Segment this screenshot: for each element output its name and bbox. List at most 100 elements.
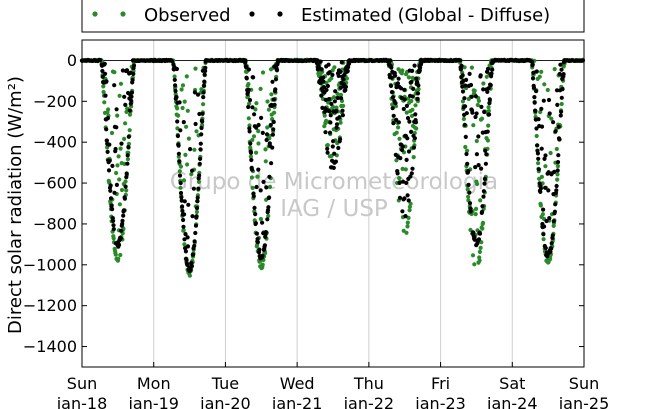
data-point-observed (478, 245, 483, 250)
data-point-estimated (489, 71, 494, 76)
data-point-observed (247, 101, 252, 106)
data-point-estimated (111, 218, 116, 223)
data-point-observed (106, 107, 111, 112)
data-point-estimated (107, 158, 112, 163)
data-point-estimated (462, 96, 467, 101)
data-point-observed (409, 98, 414, 104)
data-point-observed (538, 203, 544, 208)
data-point-observed (472, 88, 477, 93)
data-point-estimated (398, 86, 404, 91)
data-point-observed (175, 106, 180, 111)
data-point-estimated (388, 58, 393, 63)
data-point-observed (109, 130, 115, 136)
data-point-estimated (554, 88, 560, 93)
data-point-estimated (126, 134, 131, 139)
data-point-observed (559, 101, 564, 107)
data-point-estimated (183, 249, 188, 254)
data-point-estimated (405, 136, 410, 141)
data-point-estimated (188, 147, 193, 152)
data-point-estimated (105, 149, 110, 154)
data-point-estimated (481, 87, 486, 92)
data-point-estimated (485, 89, 490, 94)
data-point-observed (115, 113, 120, 118)
data-point-estimated (256, 122, 261, 128)
series-estimated (79, 57, 586, 274)
data-point-estimated (272, 102, 277, 107)
data-point-estimated (557, 137, 562, 142)
data-point-estimated (399, 95, 404, 100)
data-point-estimated (124, 175, 129, 180)
data-point-estimated (124, 171, 129, 176)
data-point-observed (543, 164, 548, 169)
data-point-estimated (326, 62, 331, 67)
data-point-estimated (181, 224, 186, 229)
data-point-observed (396, 125, 401, 130)
data-point-observed (484, 74, 489, 79)
data-point-observed (461, 116, 466, 122)
data-point-estimated (273, 77, 279, 82)
data-point-estimated (326, 97, 332, 102)
data-point-estimated (393, 73, 398, 78)
data-point-observed (194, 209, 199, 215)
data-point-estimated (100, 68, 105, 74)
data-point-observed (181, 228, 186, 233)
data-point-estimated (201, 83, 206, 88)
data-point-observed (476, 98, 481, 103)
data-point-observed (248, 154, 253, 159)
data-point-observed (263, 159, 268, 164)
data-point-estimated (531, 85, 537, 90)
data-point-observed (111, 236, 116, 241)
data-point-estimated (256, 167, 261, 172)
data-point-observed (178, 185, 183, 190)
data-point-observed (540, 212, 546, 217)
data-point-estimated (404, 180, 409, 185)
data-point-estimated (405, 193, 410, 198)
data-point-estimated (466, 169, 471, 174)
data-point-estimated (192, 90, 197, 95)
data-point-observed (246, 82, 251, 87)
data-point-estimated (266, 205, 271, 210)
data-point-estimated (131, 63, 137, 68)
data-point-estimated (555, 102, 560, 107)
data-point-estimated (112, 83, 117, 88)
data-point-estimated (199, 132, 204, 137)
data-point-estimated (105, 116, 110, 121)
data-point-estimated (338, 137, 343, 142)
data-point-observed (406, 75, 411, 80)
data-point-estimated (185, 235, 190, 240)
data-point-observed (555, 164, 561, 169)
data-point-estimated (559, 95, 564, 100)
data-point-estimated (114, 107, 119, 112)
data-point-observed (409, 113, 415, 118)
data-point-estimated (486, 86, 491, 91)
data-point-estimated (532, 95, 537, 100)
data-point-estimated (388, 83, 394, 88)
data-point-estimated (249, 157, 254, 163)
data-point-estimated (127, 108, 132, 113)
data-point-estimated (553, 129, 558, 134)
data-point-estimated (559, 67, 564, 72)
data-point-estimated (487, 112, 492, 117)
data-point-estimated (271, 119, 276, 124)
data-point-estimated (402, 196, 407, 201)
data-point-estimated (391, 121, 396, 126)
data-point-observed (266, 107, 271, 112)
data-point-observed (256, 141, 261, 146)
data-point-estimated (201, 95, 206, 100)
y-tick-label: −1200 (23, 296, 77, 315)
data-point-observed (534, 133, 539, 139)
data-point-estimated (538, 186, 544, 191)
data-point-estimated (464, 151, 469, 157)
data-point-estimated (541, 232, 546, 237)
data-point-observed (196, 179, 201, 184)
data-point-estimated (402, 97, 407, 102)
data-point-estimated (466, 182, 471, 187)
data-point-observed (555, 177, 560, 182)
y-tick-label: 0 (67, 51, 77, 70)
data-point-observed (554, 146, 559, 152)
data-point-observed (254, 150, 259, 155)
data-point-estimated (479, 104, 484, 109)
data-point-estimated (343, 84, 349, 89)
data-point-estimated (549, 246, 554, 251)
data-point-observed (172, 74, 177, 79)
